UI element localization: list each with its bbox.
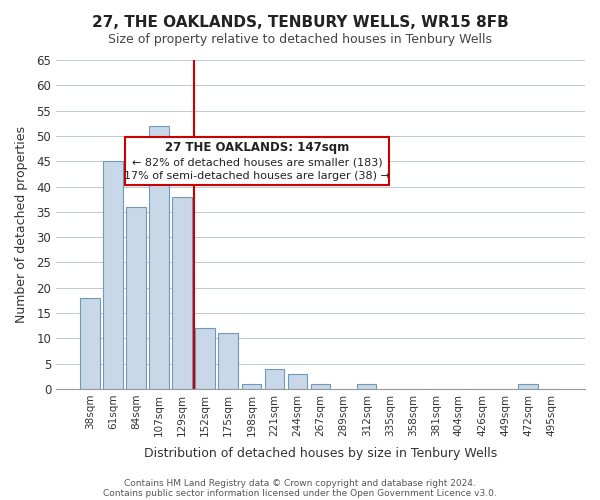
Text: 27, THE OAKLANDS, TENBURY WELLS, WR15 8FB: 27, THE OAKLANDS, TENBURY WELLS, WR15 8F…	[92, 15, 508, 30]
Bar	[287, 374, 307, 389]
X-axis label: Distribution of detached houses by size in Tenbury Wells: Distribution of detached houses by size …	[144, 447, 497, 460]
FancyBboxPatch shape	[125, 138, 389, 185]
Bar	[126, 206, 146, 389]
Text: Size of property relative to detached houses in Tenbury Wells: Size of property relative to detached ho…	[108, 32, 492, 46]
Y-axis label: Number of detached properties: Number of detached properties	[15, 126, 28, 323]
Bar	[518, 384, 538, 389]
Bar	[311, 384, 331, 389]
Bar	[265, 368, 284, 389]
Bar	[242, 384, 261, 389]
Text: 27 THE OAKLANDS: 147sqm: 27 THE OAKLANDS: 147sqm	[165, 142, 349, 154]
Text: Contains HM Land Registry data © Crown copyright and database right 2024.: Contains HM Land Registry data © Crown c…	[124, 478, 476, 488]
Text: ← 82% of detached houses are smaller (183): ← 82% of detached houses are smaller (18…	[132, 157, 382, 167]
Text: Contains public sector information licensed under the Open Government Licence v3: Contains public sector information licen…	[103, 488, 497, 498]
Bar	[357, 384, 376, 389]
Bar	[103, 161, 123, 389]
Bar	[80, 298, 100, 389]
Text: 17% of semi-detached houses are larger (38) →: 17% of semi-detached houses are larger (…	[124, 172, 390, 181]
Bar	[218, 333, 238, 389]
Bar	[196, 328, 215, 389]
Bar	[149, 126, 169, 389]
Bar	[172, 196, 192, 389]
